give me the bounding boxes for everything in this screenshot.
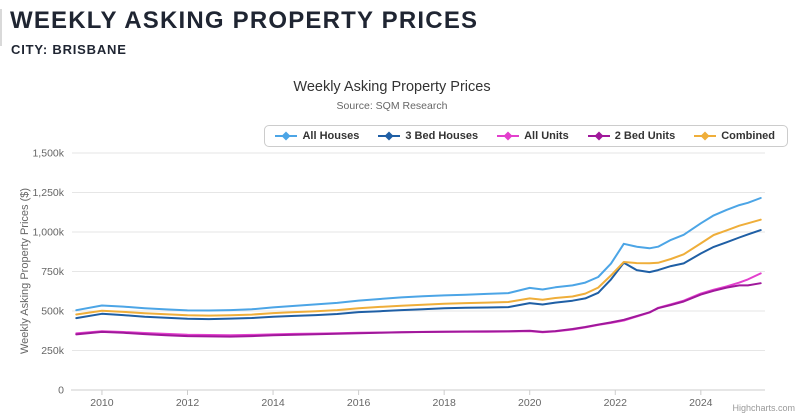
series-line-2-bed-units[interactable]: [75, 282, 762, 338]
x-tick-label: 2010: [90, 397, 114, 409]
x-tick-label: 2016: [347, 397, 371, 409]
legend-item-label: 2 Bed Units: [614, 130, 676, 142]
series-marker-icon: [275, 131, 298, 141]
series-marker-icon: [378, 131, 401, 141]
series-marker-icon: [587, 131, 610, 141]
highcharts-credit[interactable]: Highcharts.com: [732, 403, 795, 413]
x-tick-label: 2020: [518, 397, 542, 409]
legend-item-label: All Units: [524, 130, 569, 142]
chart-subtitle: Source: SQM Research: [336, 100, 448, 112]
legend-item-2-bed-units[interactable]: 2 Bed Units: [587, 130, 676, 142]
page-title: WEEKLY ASKING PROPERTY PRICES: [10, 7, 479, 34]
series-line-all-houses[interactable]: [75, 197, 762, 312]
legend-item-all-units[interactable]: All Units: [497, 130, 569, 142]
legend-item-all-houses[interactable]: All Houses: [275, 130, 359, 142]
series-marker-icon: [497, 131, 520, 141]
y-tick-label: 250k: [41, 345, 65, 357]
legend-item-label: Combined: [721, 130, 775, 142]
y-tick-label: 1,500k: [32, 148, 64, 160]
legend-item-label: All Houses: [302, 130, 360, 142]
legend-item-combined[interactable]: Combined: [694, 130, 775, 142]
legend-item-label: 3 Bed Houses: [405, 130, 479, 142]
y-tick-label: 1,000k: [32, 227, 64, 239]
y-tick-label: 0: [58, 385, 64, 397]
x-tick-label: 2014: [261, 397, 285, 409]
x-tick-label: 2022: [604, 397, 628, 409]
legend-item-3-bed-houses[interactable]: 3 Bed Houses: [378, 130, 478, 142]
page-subtitle: CITY: BRISBANE: [11, 42, 127, 57]
y-tick-label: 500k: [41, 306, 65, 318]
x-tick-label: 2012: [176, 397, 200, 409]
series-line-combined[interactable]: [75, 218, 762, 317]
x-tick-label: 2018: [432, 397, 456, 409]
y-tick-label: 750k: [41, 266, 65, 278]
left-edge-artifact: [0, 9, 2, 46]
x-tick-label: 2024: [689, 397, 713, 409]
y-tick-label: 1,250k: [32, 187, 64, 199]
series-marker-icon: [694, 131, 717, 141]
chart-legend: All Houses 3 Bed Houses All Units 2 Bed Uni…: [264, 125, 788, 147]
page-header: WEEKLY ASKING PROPERTY PRICES CITY: BRIS…: [10, 6, 478, 57]
chart-title: Weekly Asking Property Prices: [293, 79, 491, 95]
series-line-3-bed-houses[interactable]: [75, 229, 762, 321]
